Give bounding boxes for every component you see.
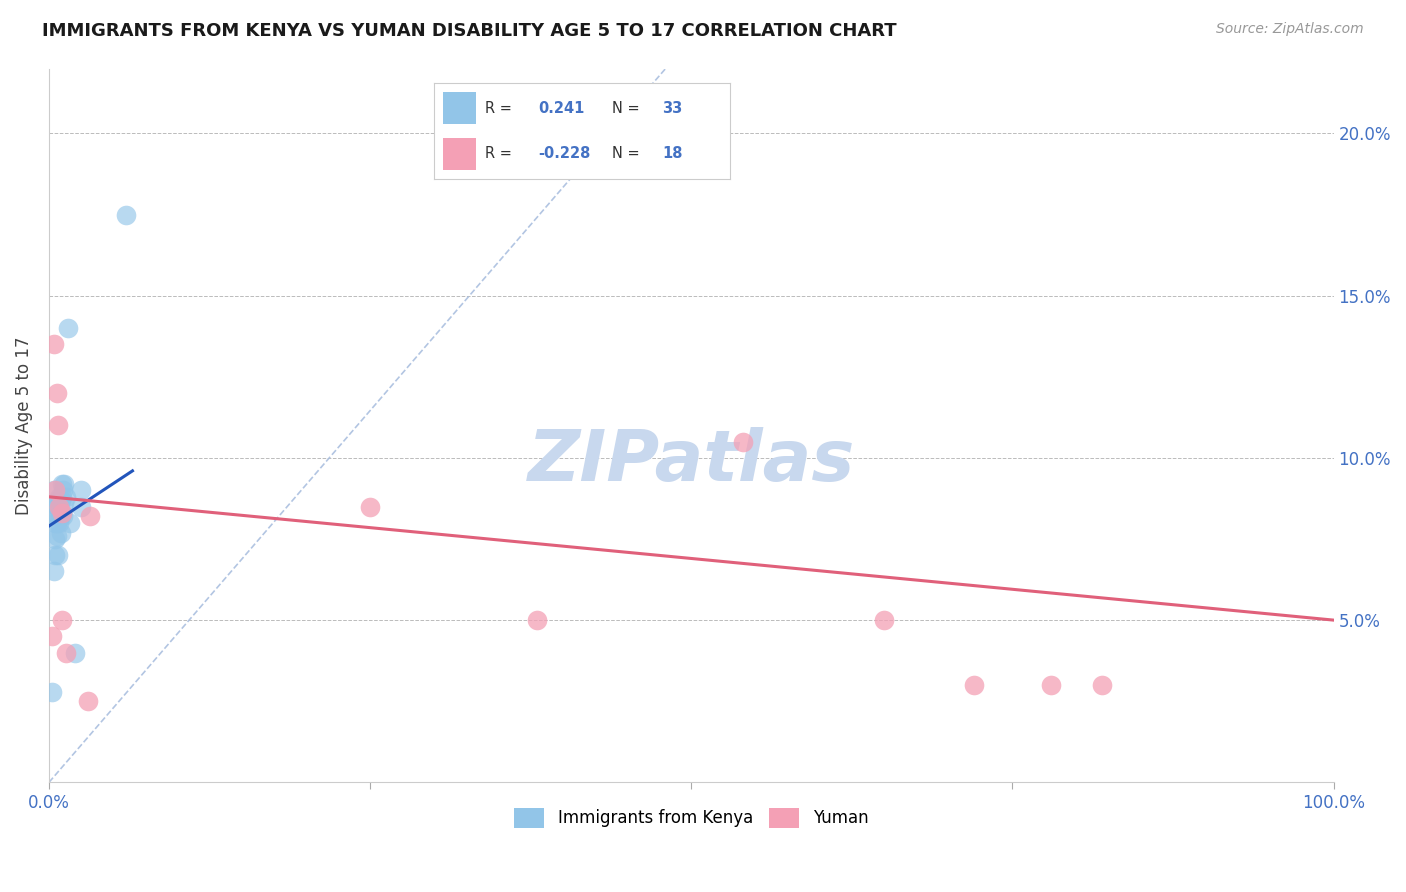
Point	[49, 525, 72, 540]
Point	[873, 613, 896, 627]
Point	[53, 496, 76, 510]
Point	[1040, 678, 1063, 692]
Point	[70, 500, 93, 514]
Point	[44, 532, 66, 546]
Point	[46, 509, 69, 524]
Point	[53, 476, 76, 491]
Point	[52, 483, 75, 498]
Point	[58, 321, 80, 335]
Point	[76, 694, 98, 708]
Point	[51, 490, 73, 504]
Point	[44, 516, 66, 530]
Point	[48, 490, 70, 504]
Point	[42, 565, 65, 579]
Point	[42, 500, 65, 514]
Point	[52, 509, 75, 524]
Point	[42, 337, 65, 351]
Point	[359, 500, 381, 514]
Point	[79, 509, 101, 524]
Point	[42, 483, 65, 498]
Point	[49, 509, 72, 524]
Point	[1091, 678, 1114, 692]
Point	[44, 483, 66, 498]
Point	[963, 678, 986, 692]
Text: Source: ZipAtlas.com: Source: ZipAtlas.com	[1216, 22, 1364, 37]
Point	[45, 500, 67, 514]
Legend: Immigrants from Kenya, Yuman: Immigrants from Kenya, Yuman	[508, 801, 875, 835]
Point	[49, 493, 72, 508]
Point	[41, 629, 63, 643]
Point	[55, 490, 77, 504]
Point	[48, 500, 70, 514]
Point	[731, 434, 754, 449]
Point	[48, 516, 70, 530]
Point	[51, 506, 73, 520]
Point	[44, 548, 66, 562]
Text: ZIPatlas: ZIPatlas	[527, 426, 855, 496]
Point	[46, 418, 69, 433]
Point	[58, 516, 80, 530]
Point	[70, 483, 93, 498]
Point	[48, 503, 70, 517]
Point	[51, 476, 73, 491]
Y-axis label: Disability Age 5 to 17: Disability Age 5 to 17	[15, 336, 32, 515]
Point	[46, 493, 69, 508]
Point	[51, 506, 73, 520]
Point	[45, 386, 67, 401]
Point	[63, 646, 86, 660]
Point	[45, 516, 67, 530]
Point	[46, 548, 69, 562]
Point	[55, 646, 77, 660]
Point	[51, 613, 73, 627]
Point	[41, 684, 63, 698]
Point	[45, 529, 67, 543]
Point	[526, 613, 548, 627]
Point	[115, 208, 138, 222]
Text: IMMIGRANTS FROM KENYA VS YUMAN DISABILITY AGE 5 TO 17 CORRELATION CHART: IMMIGRANTS FROM KENYA VS YUMAN DISABILIT…	[42, 22, 897, 40]
